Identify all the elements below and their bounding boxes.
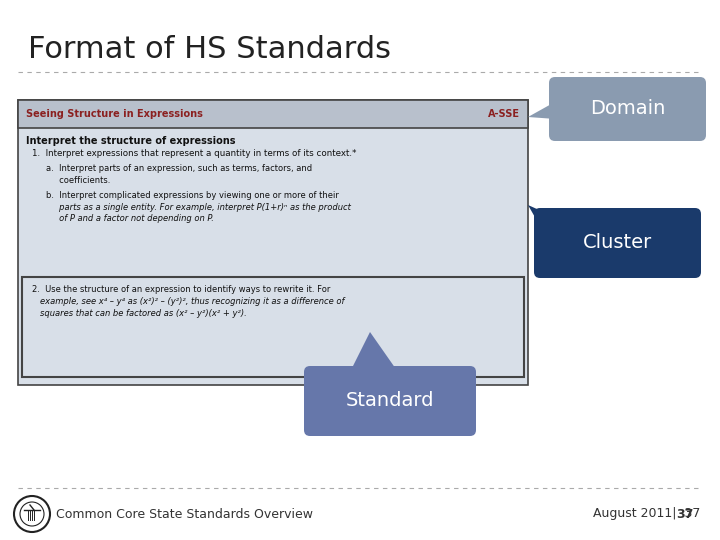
Text: August 2011|  37: August 2011| 37 <box>593 508 700 521</box>
Text: 37: 37 <box>677 508 694 521</box>
Text: squares that can be factored as (x² – y²)(x² + y²).: squares that can be factored as (x² – y²… <box>40 309 247 318</box>
Text: example, see x⁴ – y⁴ as (x²)² – (y²)², thus recognizing it as a difference of: example, see x⁴ – y⁴ as (x²)² – (y²)², t… <box>40 297 344 306</box>
Text: A-SSE: A-SSE <box>488 109 520 119</box>
FancyBboxPatch shape <box>534 208 701 278</box>
Text: 2.  Use the structure of an expression to identify ways to rewrite it. For: 2. Use the structure of an expression to… <box>32 285 330 294</box>
Text: a.  Interpret parts of an expression, such as terms, factors, and: a. Interpret parts of an expression, suc… <box>46 164 312 173</box>
FancyBboxPatch shape <box>304 366 476 436</box>
Text: of P and a factor not depending on P.: of P and a factor not depending on P. <box>46 214 214 224</box>
Text: Domain: Domain <box>590 99 665 118</box>
Text: 1.  Interpret expressions that represent a quantity in terms of its context.*: 1. Interpret expressions that represent … <box>32 150 356 159</box>
Bar <box>22 277 524 377</box>
Text: Interpret the structure of expressions: Interpret the structure of expressions <box>26 136 235 146</box>
Text: b.  Interpret complicated expressions by viewing one or more of their: b. Interpret complicated expressions by … <box>46 191 339 200</box>
Bar <box>18 100 528 128</box>
Polygon shape <box>350 332 398 372</box>
FancyBboxPatch shape <box>549 77 706 141</box>
Text: Standard: Standard <box>346 392 434 410</box>
Text: Cluster: Cluster <box>583 233 652 253</box>
Text: Seeing Structure in Expressions: Seeing Structure in Expressions <box>26 109 203 119</box>
Bar <box>18 100 528 385</box>
Text: coefficients.: coefficients. <box>46 176 110 185</box>
Polygon shape <box>528 205 548 240</box>
Text: Format of HS Standards: Format of HS Standards <box>28 35 391 64</box>
Text: Common Core State Standards Overview: Common Core State Standards Overview <box>56 508 313 521</box>
Text: parts as a single entity. For example, interpret P(1+r)ⁿ as the product: parts as a single entity. For example, i… <box>46 203 351 212</box>
Polygon shape <box>528 99 561 119</box>
